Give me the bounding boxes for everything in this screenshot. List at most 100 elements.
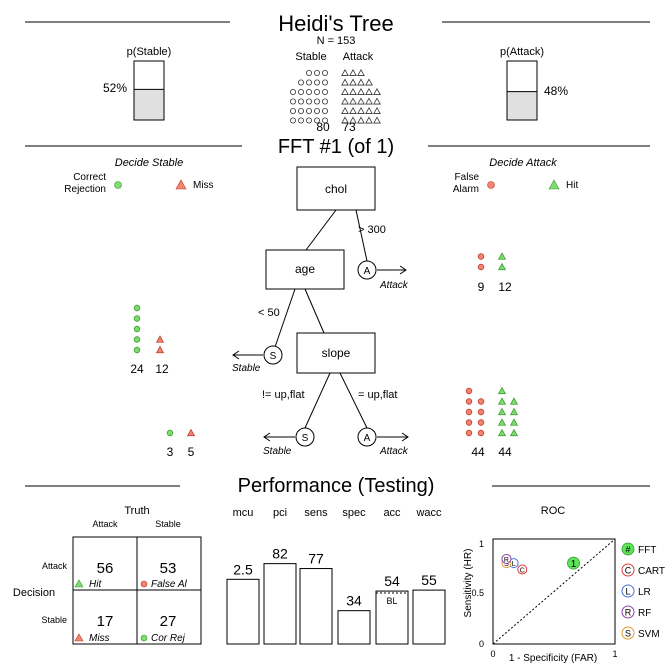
attack-icon: [365, 106, 373, 114]
roc-legend-cart-label: CART: [638, 566, 665, 577]
cell-miss-value: 17: [97, 613, 114, 630]
false-alarm-icon: [487, 181, 495, 189]
acc-baseline-label: BL: [386, 596, 397, 606]
perf-value-wacc: 55: [421, 572, 437, 588]
count-age-stable-miss: 12: [155, 362, 169, 376]
stable-icon: [289, 89, 296, 96]
edge-slope-right: [339, 372, 368, 429]
p-attack-fill: [507, 91, 537, 120]
exit-dot-icon: [465, 387, 473, 395]
perf-bar-wacc: [412, 589, 446, 645]
attack-icon: [365, 78, 373, 86]
p-stable-label: p(Stable): [127, 46, 172, 58]
roc-point-cart-letter: C: [520, 567, 525, 574]
stable-icon: [305, 70, 312, 77]
leaf-age-stable-letter: S: [270, 351, 277, 362]
stable-icon: [313, 98, 320, 105]
exit-dot-icon: [477, 408, 485, 416]
attack-icon: [365, 87, 373, 95]
correct-rejection-label: Correct Rejection: [64, 172, 106, 195]
count-chol-attack-hit: 12: [498, 280, 512, 294]
attack-icon: [365, 97, 373, 105]
attack-icon: [357, 87, 365, 95]
attack-icon: [373, 97, 381, 105]
exit-triangle-icon: [497, 262, 507, 271]
roc-point-cart: [517, 564, 528, 575]
roc-legend: # FFT C CART L LR R RF S SVM: [621, 542, 665, 640]
stable-icon: [297, 108, 304, 115]
edge-label-slope-left: != up,flat: [262, 389, 305, 401]
exit-triangle-icon: [155, 335, 165, 343]
edge-label-slope-right: = up,flat: [358, 389, 397, 401]
cell-hit-label: Hit: [89, 579, 102, 590]
tree-title: Heidi's Tree: [278, 11, 393, 36]
stable-icon: [321, 98, 328, 105]
node-age-label: age: [295, 262, 315, 276]
stable-icon: [313, 117, 320, 124]
roc-ytick-1: 1: [479, 539, 484, 549]
exit-dot-icon: [133, 336, 141, 343]
truth-attack-label: Attack: [92, 519, 118, 529]
attack-icon: [357, 78, 365, 86]
stable-icon: [321, 108, 328, 115]
roc-legend-lr-label: LR: [638, 587, 651, 598]
stable-icon: [305, 98, 312, 105]
stable-icon: [321, 117, 328, 124]
p-attack-gauge: [506, 60, 538, 121]
cell-hit-value: 56: [97, 560, 114, 577]
attack-icon: [341, 87, 349, 95]
node-slope: [296, 332, 376, 374]
p-attack-label: p(Attack): [500, 46, 544, 58]
perf-value-spec: 34: [346, 593, 362, 609]
exit-dot-icon: [133, 315, 141, 322]
p-attack-value: 48%: [544, 84, 568, 98]
perf-value-sens: 77: [308, 551, 324, 567]
leaf-slope-attack-letter: A: [364, 433, 371, 444]
attack-column-label: Attack: [343, 51, 374, 63]
perf-bar-acc: [375, 590, 409, 645]
attack-icon: [341, 68, 349, 76]
count-slope-stable-miss: 5: [188, 445, 195, 459]
roc-point-fft: [567, 556, 580, 570]
truth-label: Truth: [124, 505, 149, 517]
leaf-slope-stable: [295, 427, 315, 447]
stable-icon: [305, 79, 312, 86]
exit-icon-arrays: [133, 252, 519, 437]
exit-triangle-icon: [497, 252, 507, 260]
stable-icon: [297, 79, 304, 86]
count-slope-stable-cr: 3: [167, 445, 174, 459]
p-stable-value: 52%: [103, 81, 127, 95]
roc-legend-rf-icon: [621, 605, 635, 619]
count-chol-attack-fa: 9: [478, 280, 485, 294]
class-icon-array: [289, 68, 381, 124]
attack-icon: [357, 106, 365, 114]
stable-icon: [313, 89, 320, 96]
stable-icon: [297, 98, 304, 105]
perf-label-pci: pci: [273, 507, 287, 519]
attack-icon: [349, 106, 357, 114]
exit-triangle-icon: [497, 407, 507, 416]
roc-ytick-0: 0: [479, 639, 484, 649]
cell-cr-label: Cor Rej: [151, 633, 186, 644]
perf-value-mcu: 2.5: [233, 561, 253, 577]
perf-bar-pci: [263, 563, 297, 645]
miss-icon: [175, 179, 187, 190]
leaf-chol-attack-letter: A: [364, 266, 371, 277]
roc-legend-fft-symbol: #: [625, 545, 630, 555]
exit-dot-icon: [465, 429, 473, 437]
exit-label-chol-attack: Attack: [379, 280, 409, 291]
stable-icon: [305, 108, 312, 115]
roc-xtick-0: 0: [490, 649, 495, 659]
exit-label-age-stable: Stable: [232, 363, 261, 374]
cell-fa-label: False Al: [151, 579, 188, 590]
roc-legend-rf-symbol: R: [625, 608, 632, 618]
perf-label-wacc: wacc: [415, 507, 442, 519]
attack-icon: [341, 78, 349, 86]
stable-icon: [289, 98, 296, 105]
leaf-age-stable: [263, 345, 283, 365]
attack-icon: [349, 68, 357, 76]
truth-stable-label: Stable: [155, 519, 181, 529]
roc-legend-fft-icon: [621, 542, 635, 556]
stable-icon: [321, 79, 328, 86]
